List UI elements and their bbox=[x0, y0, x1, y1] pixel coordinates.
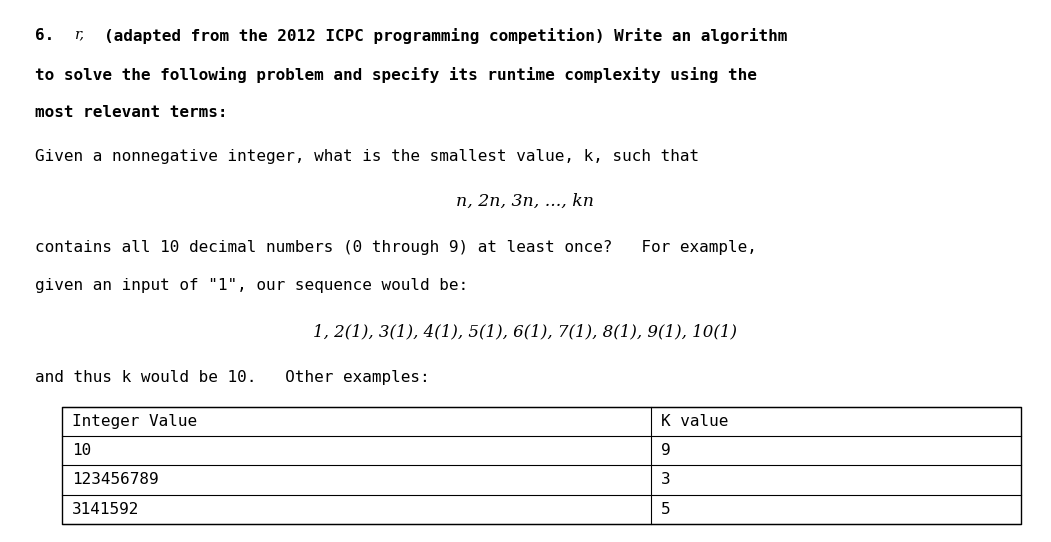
Text: 3: 3 bbox=[661, 473, 671, 487]
Text: (adapted from the 2012 ICPC programming competition) Write an algorithm: (adapted from the 2012 ICPC programming … bbox=[104, 28, 787, 44]
Text: given an input of "1", our sequence would be:: given an input of "1", our sequence woul… bbox=[36, 278, 469, 293]
Text: 3141592: 3141592 bbox=[71, 502, 140, 517]
Text: n, 2n, 3n, ..., kn: n, 2n, 3n, ..., kn bbox=[456, 192, 595, 210]
Text: 5: 5 bbox=[661, 502, 671, 517]
Text: 9: 9 bbox=[661, 443, 671, 458]
Text: and thus k would be 10.   Other examples:: and thus k would be 10. Other examples: bbox=[36, 370, 430, 385]
Text: contains all 10 decimal numbers (0 through 9) at least once?   For example,: contains all 10 decimal numbers (0 throu… bbox=[36, 240, 758, 255]
Text: most relevant terms:: most relevant terms: bbox=[36, 105, 228, 120]
Text: 123456789: 123456789 bbox=[71, 473, 159, 487]
Text: 6.: 6. bbox=[36, 28, 55, 43]
Text: 1, 2(1), 3(1), 4(1), 5(1), 6(1), 7(1), 8(1), 9(1), 10(1): 1, 2(1), 3(1), 4(1), 5(1), 6(1), 7(1), 8… bbox=[313, 323, 738, 340]
Text: K value: K value bbox=[661, 414, 728, 429]
Text: 10: 10 bbox=[71, 443, 91, 458]
Text: Integer Value: Integer Value bbox=[71, 414, 198, 429]
Text: r,: r, bbox=[75, 27, 85, 41]
Bar bbox=[62, 406, 1021, 524]
Text: Given a nonnegative integer, what is the smallest value, k, such that: Given a nonnegative integer, what is the… bbox=[36, 149, 700, 164]
Text: to solve the following problem and specify its runtime complexity using the: to solve the following problem and speci… bbox=[36, 67, 758, 82]
